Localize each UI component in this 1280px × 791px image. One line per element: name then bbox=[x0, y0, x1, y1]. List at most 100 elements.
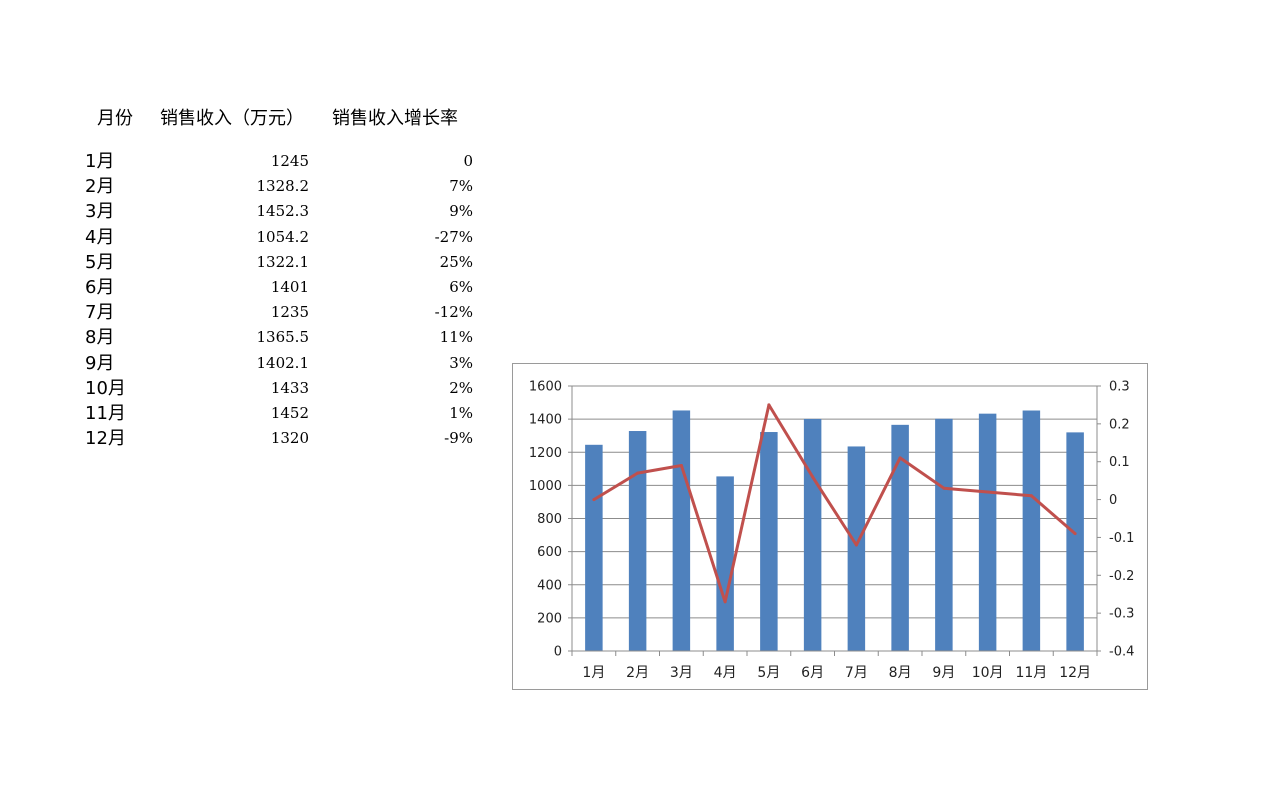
revenue-cell: 1402.1 bbox=[256, 353, 310, 372]
month-cell: 7月 bbox=[85, 302, 115, 324]
growth-line bbox=[593, 403, 1077, 604]
revenue-cell: 1433 bbox=[270, 378, 309, 397]
revenue-cell: 1452.3 bbox=[256, 202, 310, 221]
bar bbox=[716, 476, 734, 651]
month-cell: 11月 bbox=[85, 403, 126, 424]
growth-point bbox=[592, 498, 596, 502]
month-cell: 5月 bbox=[85, 251, 115, 273]
header-month: 月份 bbox=[97, 108, 133, 129]
growth-point bbox=[811, 475, 815, 479]
growth-cell: -9% bbox=[444, 429, 473, 448]
y2-tick-label: -0.3 bbox=[1109, 607, 1134, 622]
growth-point bbox=[1073, 532, 1077, 536]
month-cell: 3月 bbox=[85, 201, 115, 223]
y2-tick-label: 0.2 bbox=[1109, 417, 1130, 432]
x-tick-label: 8月 bbox=[889, 665, 912, 681]
month-cell: 1月 bbox=[85, 151, 115, 172]
header-revenue: 销售收入（万元） bbox=[160, 108, 304, 129]
growth-point bbox=[942, 486, 946, 490]
growth-cell: 2% bbox=[449, 378, 473, 397]
month-cell: 8月 bbox=[85, 327, 115, 349]
y-tick-label: 800 bbox=[537, 512, 562, 527]
table-row: 10月 1433 2% bbox=[0, 376, 480, 401]
y-tick-label: 1600 bbox=[529, 380, 562, 395]
revenue-cell: 1401 bbox=[270, 278, 309, 296]
x-tick-label: 9月 bbox=[932, 665, 955, 681]
growth-cell: 1% bbox=[449, 404, 473, 422]
bar bbox=[803, 418, 822, 651]
growth-point bbox=[898, 456, 902, 460]
growth-point bbox=[854, 543, 858, 547]
revenue-cell: 1235 bbox=[270, 303, 309, 322]
table-row: 3月 1452.3 9% bbox=[0, 199, 480, 224]
table-row: 9月 1402.1 3% bbox=[0, 351, 480, 376]
month-cell: 4月 bbox=[85, 226, 115, 248]
x-tick-label: 10月 bbox=[972, 665, 1004, 681]
table-row: 8月 1365.5 11% bbox=[0, 325, 480, 350]
bar bbox=[760, 432, 778, 651]
growth-point bbox=[679, 464, 683, 467]
y-tick-label: 1000 bbox=[529, 479, 562, 494]
bar bbox=[935, 418, 953, 651]
x-tick-label: 4月 bbox=[714, 665, 737, 681]
growth-cell: 6% bbox=[449, 278, 473, 296]
growth-cell: 11% bbox=[439, 328, 473, 347]
month-cell: 6月 bbox=[85, 277, 115, 298]
revenue-cell: 1320 bbox=[270, 429, 309, 448]
bar bbox=[1066, 432, 1084, 651]
growth-point bbox=[767, 403, 771, 407]
y2-tick-label: -0.1 bbox=[1109, 531, 1134, 546]
x-tick-label: 7月 bbox=[845, 665, 868, 681]
bar bbox=[847, 446, 866, 651]
revenue-cell: 1245 bbox=[270, 152, 309, 170]
bar bbox=[585, 444, 603, 651]
table-row: 2月 1328.2 7% bbox=[0, 174, 480, 199]
month-cell: 2月 bbox=[85, 176, 115, 198]
table-row: 7月 1235 -12% bbox=[0, 300, 480, 325]
y-tick-label: 400 bbox=[537, 578, 562, 593]
growth-point bbox=[636, 471, 640, 475]
month-cell: 9月 bbox=[85, 352, 115, 374]
bar bbox=[978, 413, 997, 651]
revenue-cell: 1452 bbox=[270, 404, 309, 422]
bar bbox=[628, 431, 647, 651]
growth-cell: 0 bbox=[463, 152, 473, 170]
growth-cell: 9% bbox=[449, 202, 473, 221]
x-tick-label: 12月 bbox=[1059, 665, 1091, 681]
table-row: 6月 1401 6% bbox=[0, 275, 480, 300]
revenue-cell: 1054.2 bbox=[256, 227, 310, 246]
bar bbox=[891, 424, 909, 651]
table-row: 5月 1322.1 25% bbox=[0, 250, 480, 275]
y-tick-label: 0 bbox=[554, 645, 562, 660]
month-cell: 12月 bbox=[85, 428, 126, 450]
y-tick-label: 1400 bbox=[529, 413, 562, 428]
y2-tick-label: -0.4 bbox=[1109, 645, 1134, 660]
growth-cell: -27% bbox=[434, 227, 473, 246]
y-tick-label: 600 bbox=[537, 545, 562, 560]
header-growth: 销售收入增长率 bbox=[332, 108, 458, 129]
growth-cell: -12% bbox=[434, 303, 473, 322]
growth-point bbox=[986, 490, 990, 494]
chart-svg: 0 200 400 600 800 1000 1200 1400 1600 -0.4 -0.3 -0.… bbox=[529, 380, 1134, 682]
x-tick-label: 6月 bbox=[801, 665, 824, 681]
x-tick-label: 5月 bbox=[757, 665, 780, 681]
revenue-cell: 1328.2 bbox=[256, 177, 310, 196]
y2-tick-label: -0.2 bbox=[1109, 569, 1134, 584]
table-row: 1月 1245 0 bbox=[0, 149, 480, 174]
table-row: 12月 1320 -9% bbox=[0, 426, 480, 451]
y2-tick-label: 0 bbox=[1109, 493, 1117, 508]
x-tick-label: 11月 bbox=[1015, 665, 1047, 681]
growth-point bbox=[1029, 494, 1033, 498]
y2-tick-label: 0.3 bbox=[1109, 380, 1130, 395]
growth-cell: 3% bbox=[449, 353, 473, 372]
growth-cell: 25% bbox=[439, 252, 473, 271]
x-tick-label: 2月 bbox=[626, 665, 649, 681]
bar bbox=[1022, 410, 1041, 651]
x-tick-label: 1月 bbox=[582, 665, 605, 681]
y2-tick-label: 0.1 bbox=[1109, 455, 1130, 470]
y-tick-label: 200 bbox=[537, 611, 562, 626]
table-row: 11月 1452 1% bbox=[0, 401, 480, 426]
bar bbox=[672, 410, 691, 651]
x-tick-label: 3月 bbox=[670, 665, 693, 681]
month-cell: 10月 bbox=[85, 377, 126, 399]
